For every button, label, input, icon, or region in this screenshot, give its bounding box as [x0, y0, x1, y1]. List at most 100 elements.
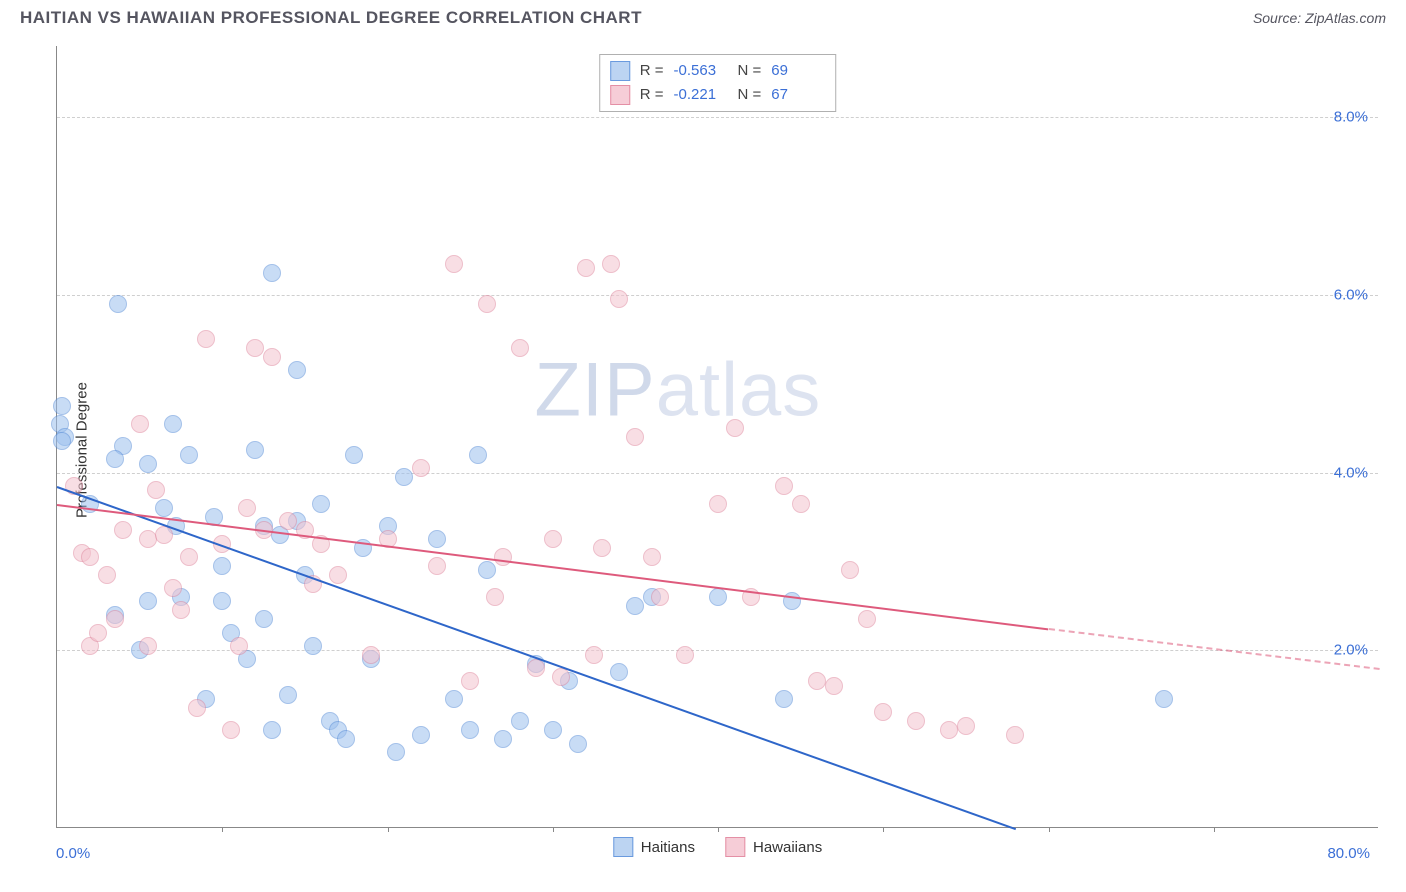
y-tick-label: 4.0% — [1334, 464, 1368, 481]
scatter-point — [775, 477, 793, 495]
scatter-point — [907, 712, 925, 730]
source-prefix: Source: — [1253, 10, 1305, 26]
scatter-point — [544, 530, 562, 548]
scatter-point — [577, 259, 595, 277]
watermark-bold: ZIP — [534, 347, 655, 432]
x-tick — [1214, 827, 1215, 832]
scatter-point — [279, 512, 297, 530]
y-tick-label: 2.0% — [1334, 642, 1368, 659]
scatter-point — [98, 566, 116, 584]
scatter-point — [312, 495, 330, 513]
scatter-point — [329, 566, 347, 584]
x-tick — [883, 827, 884, 832]
chart-container: Professional Degree ZIPatlas R = -0.563 … — [18, 40, 1388, 860]
n-label-0: N = — [738, 59, 762, 83]
n-value-0: 69 — [771, 59, 825, 83]
gridline-h — [57, 295, 1378, 296]
scatter-point — [106, 450, 124, 468]
scatter-point — [263, 721, 281, 739]
gridline-h — [57, 473, 1378, 474]
scatter-point — [345, 446, 363, 464]
scatter-point — [412, 726, 430, 744]
scatter-point — [131, 415, 149, 433]
scatter-point — [726, 419, 744, 437]
scatter-point — [494, 730, 512, 748]
r-label-0: R = — [640, 59, 664, 83]
scatter-point — [114, 521, 132, 539]
scatter-point — [139, 592, 157, 610]
scatter-point — [709, 588, 727, 606]
scatter-point — [164, 415, 182, 433]
scatter-point — [461, 721, 479, 739]
scatter-point — [230, 637, 248, 655]
scatter-point — [263, 264, 281, 282]
swatch-series-0 — [610, 61, 630, 81]
stats-legend: R = -0.563 N = 69 R = -0.221 N = 67 — [599, 54, 837, 112]
stats-row-0: R = -0.563 N = 69 — [610, 59, 826, 83]
gridline-h — [57, 650, 1378, 651]
scatter-point — [139, 637, 157, 655]
scatter-point — [478, 295, 496, 313]
scatter-point — [825, 677, 843, 695]
scatter-point — [445, 690, 463, 708]
scatter-point — [792, 495, 810, 513]
scatter-point — [858, 610, 876, 628]
series-legend: Haitians Hawaiians — [613, 837, 822, 857]
scatter-point — [109, 295, 127, 313]
scatter-point — [412, 459, 430, 477]
scatter-point — [478, 561, 496, 579]
scatter-point — [147, 481, 165, 499]
scatter-point — [288, 361, 306, 379]
scatter-point — [544, 721, 562, 739]
scatter-point — [139, 455, 157, 473]
scatter-point — [106, 610, 124, 628]
scatter-point — [626, 597, 644, 615]
plot-area: ZIPatlas R = -0.563 N = 69 R = -0.221 N … — [56, 46, 1378, 828]
legend-label-1: Hawaiians — [753, 839, 822, 856]
scatter-point — [337, 730, 355, 748]
scatter-point — [238, 499, 256, 517]
scatter-point — [188, 699, 206, 717]
scatter-point — [676, 646, 694, 664]
scatter-point — [81, 548, 99, 566]
scatter-point — [197, 330, 215, 348]
scatter-point — [1155, 690, 1173, 708]
trend-line — [1048, 628, 1379, 670]
scatter-point — [1006, 726, 1024, 744]
scatter-point — [395, 468, 413, 486]
x-max-label: 80.0% — [1327, 845, 1370, 862]
source-credit: Source: ZipAtlas.com — [1253, 10, 1386, 26]
chart-title: HAITIAN VS HAWAIIAN PROFESSIONAL DEGREE … — [20, 8, 642, 28]
scatter-point — [486, 588, 504, 606]
scatter-point — [213, 592, 231, 610]
scatter-point — [841, 561, 859, 579]
legend-swatch-1 — [725, 837, 745, 857]
scatter-point — [626, 428, 644, 446]
stats-row-1: R = -0.221 N = 67 — [610, 83, 826, 107]
legend-swatch-0 — [613, 837, 633, 857]
chart-header: HAITIAN VS HAWAIIAN PROFESSIONAL DEGREE … — [0, 0, 1406, 32]
scatter-point — [511, 712, 529, 730]
scatter-point — [874, 703, 892, 721]
scatter-point — [246, 339, 264, 357]
scatter-point — [585, 646, 603, 664]
scatter-point — [808, 672, 826, 690]
legend-item-0: Haitians — [613, 837, 695, 857]
scatter-point — [304, 637, 322, 655]
n-value-1: 67 — [771, 83, 825, 107]
n-label-1: N = — [738, 83, 762, 107]
scatter-point — [569, 735, 587, 753]
scatter-point — [709, 495, 727, 513]
y-tick-label: 6.0% — [1334, 286, 1368, 303]
scatter-point — [494, 548, 512, 566]
x-tick — [718, 827, 719, 832]
x-tick — [222, 827, 223, 832]
x-tick — [553, 827, 554, 832]
scatter-point — [651, 588, 669, 606]
y-tick-label: 8.0% — [1334, 109, 1368, 126]
scatter-point — [180, 548, 198, 566]
scatter-point — [89, 624, 107, 642]
scatter-point — [255, 610, 273, 628]
scatter-point — [428, 557, 446, 575]
scatter-point — [180, 446, 198, 464]
